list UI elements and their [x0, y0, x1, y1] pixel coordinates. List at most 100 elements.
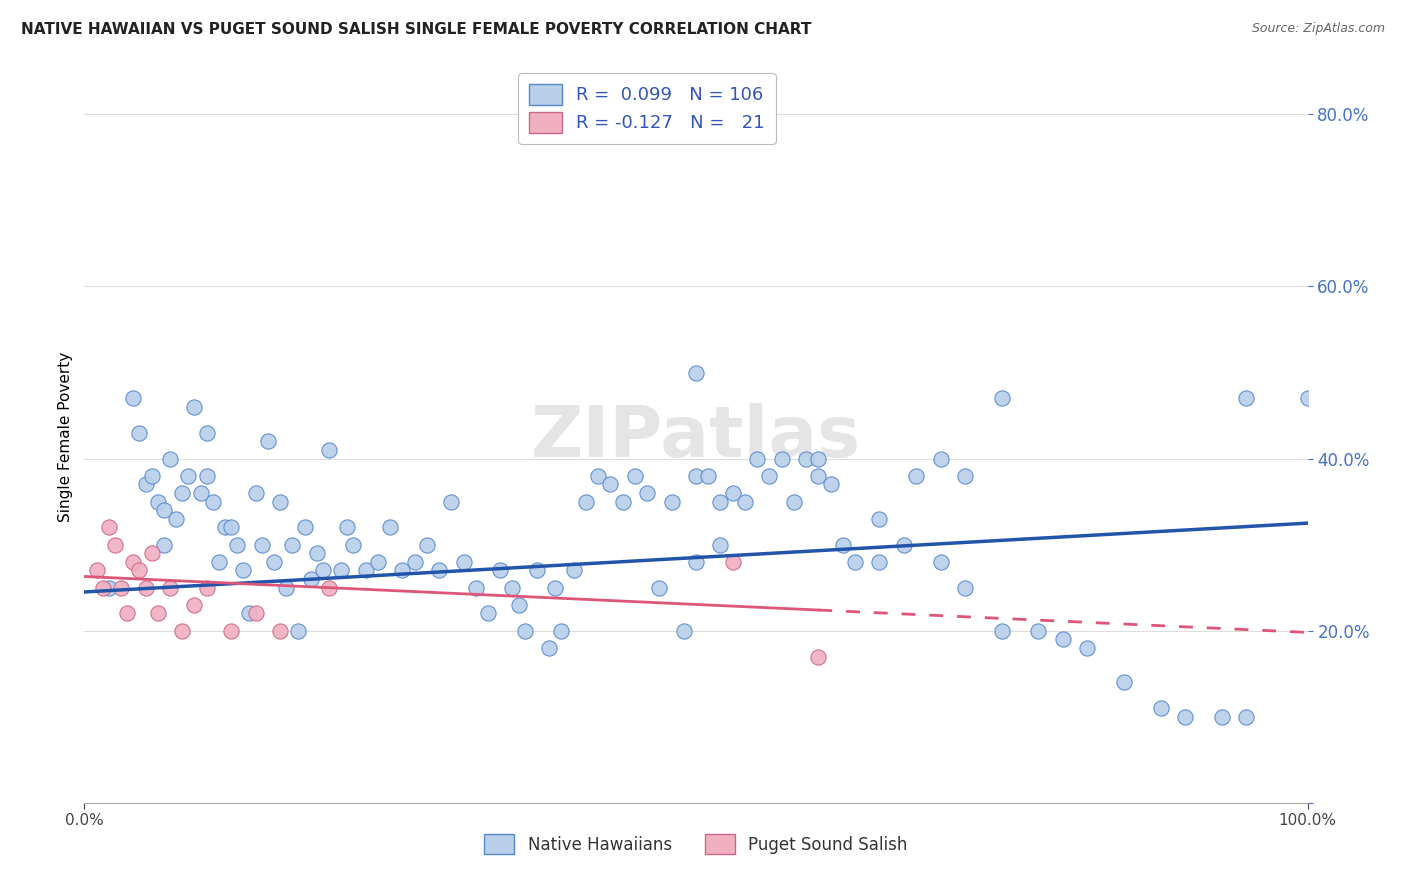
Point — [807, 451, 830, 466]
Point — [153, 538, 176, 552]
Point — [709, 538, 731, 552]
Point — [783, 494, 806, 508]
Text: Source: ZipAtlas.com: Source: ZipAtlas.com — [1251, 22, 1385, 36]
Point — [747, 451, 769, 466]
Point — [929, 555, 952, 569]
Point — [269, 624, 291, 638]
Point — [195, 425, 218, 440]
Point — [544, 581, 567, 595]
Point — [1114, 675, 1136, 690]
Point — [794, 451, 817, 466]
Y-axis label: Single Female Poverty: Single Female Poverty — [58, 352, 73, 522]
Point — [245, 486, 267, 500]
Point — [661, 494, 683, 508]
Point — [685, 366, 707, 380]
Point — [128, 564, 150, 578]
Point — [342, 538, 364, 552]
Text: NATIVE HAWAIIAN VS PUGET SOUND SALISH SINGLE FEMALE POVERTY CORRELATION CHART: NATIVE HAWAIIAN VS PUGET SOUND SALISH SI… — [21, 22, 811, 37]
Point — [122, 555, 145, 569]
Point — [159, 581, 181, 595]
Point — [869, 555, 891, 569]
Point — [1296, 392, 1319, 406]
Point — [526, 564, 548, 578]
Point — [905, 468, 928, 483]
Point — [219, 624, 242, 638]
Point — [513, 624, 536, 638]
Point — [391, 564, 413, 578]
Point — [1236, 392, 1258, 406]
Point — [477, 607, 499, 621]
Point — [269, 494, 291, 508]
Point — [183, 400, 205, 414]
Point — [380, 520, 402, 534]
Point — [685, 468, 707, 483]
Point — [214, 520, 236, 534]
Point — [991, 624, 1014, 638]
Point — [1211, 710, 1233, 724]
Point — [183, 598, 205, 612]
Point — [562, 564, 585, 578]
Point — [294, 520, 316, 534]
Point — [953, 468, 976, 483]
Point — [318, 581, 340, 595]
Point — [538, 640, 561, 655]
Point — [427, 564, 450, 578]
Point — [141, 468, 163, 483]
Point — [893, 538, 915, 552]
Point — [104, 538, 127, 552]
Point — [758, 468, 780, 483]
Point — [697, 468, 720, 483]
Point — [281, 538, 304, 552]
Point — [159, 451, 181, 466]
Point — [201, 494, 224, 508]
Point — [153, 503, 176, 517]
Point — [250, 538, 273, 552]
Point — [586, 468, 609, 483]
Point — [770, 451, 793, 466]
Point — [86, 564, 108, 578]
Point — [502, 581, 524, 595]
Point — [172, 486, 194, 500]
Point — [232, 564, 254, 578]
Point — [135, 477, 157, 491]
Point — [128, 425, 150, 440]
Point — [672, 624, 695, 638]
Point — [367, 555, 389, 569]
Point — [550, 624, 572, 638]
Point — [330, 564, 353, 578]
Point — [1174, 710, 1197, 724]
Point — [146, 607, 169, 621]
Point — [165, 512, 187, 526]
Point — [440, 494, 463, 508]
Point — [208, 555, 231, 569]
Point — [195, 581, 218, 595]
Point — [831, 538, 853, 552]
Point — [844, 555, 866, 569]
Point — [115, 607, 138, 621]
Point — [734, 494, 756, 508]
Point — [1150, 701, 1173, 715]
Point — [648, 581, 671, 595]
Point — [97, 520, 120, 534]
Point — [1076, 640, 1098, 655]
Point — [709, 494, 731, 508]
Point — [354, 564, 377, 578]
Point — [226, 538, 249, 552]
Point — [141, 546, 163, 560]
Point — [245, 607, 267, 621]
Legend: Native Hawaiians, Puget Sound Salish: Native Hawaiians, Puget Sound Salish — [478, 828, 914, 860]
Point — [91, 581, 114, 595]
Point — [820, 477, 842, 491]
Point — [721, 486, 744, 500]
Point — [97, 581, 120, 595]
Point — [807, 649, 830, 664]
Point — [305, 546, 328, 560]
Point — [685, 555, 707, 569]
Point — [263, 555, 285, 569]
Point — [287, 624, 309, 638]
Point — [190, 486, 212, 500]
Point — [929, 451, 952, 466]
Point — [177, 468, 200, 483]
Point — [238, 607, 260, 621]
Point — [721, 555, 744, 569]
